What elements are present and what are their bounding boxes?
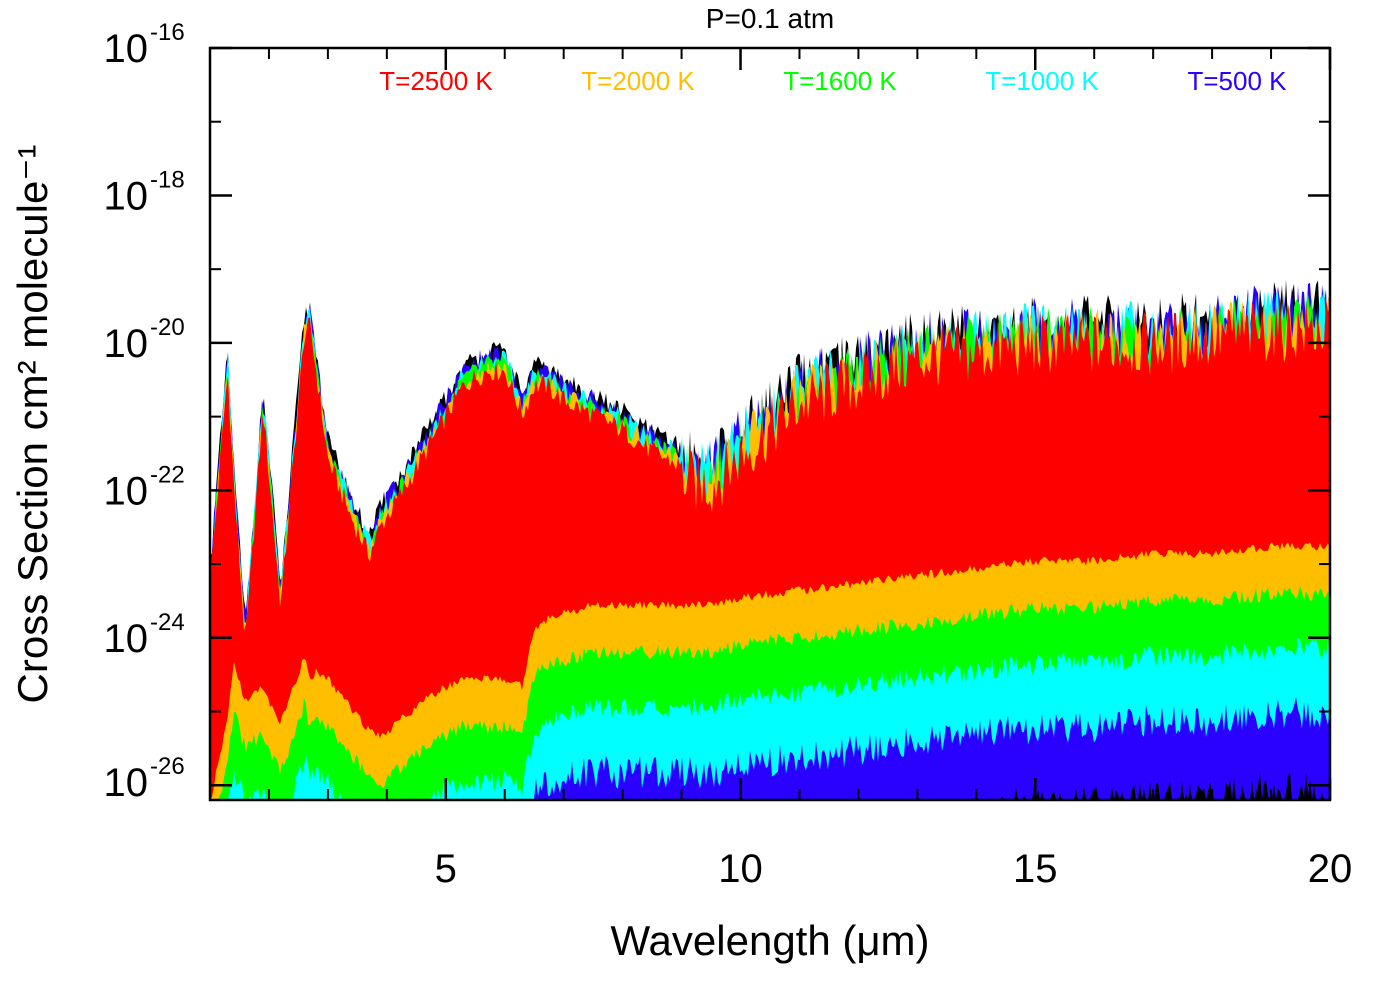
y-tick-label: 10 -22 [104,461,185,513]
y-tick-exponent: -24 [150,609,185,636]
legend-entry: T=1000 K [985,66,1099,96]
legend-entry: T=500 K [1187,66,1287,96]
y-tick-exponent: -18 [150,166,185,193]
x-tick-label: 10 [718,847,763,891]
y-tick-mantissa: 10 [104,761,149,805]
legend: T=2500 K T=2000 K T=1600 K T=1000 K T=500 K [379,66,1287,96]
y-tick-label: 10 -18 [104,166,185,218]
spectra-bands [210,279,1330,800]
x-axis-ticks: 5 10 15 20 [267,48,1353,891]
band-t-2500-k [210,296,1330,800]
y-tick-exponent: -20 [150,314,185,341]
y-tick-exponent: -22 [150,461,185,488]
y-tick-exponent: -16 [150,19,185,46]
y-tick-label: 10 -24 [104,609,185,661]
x-axis-label: Wavelength (μm) [610,917,929,964]
y-axis-label: Cross Section cm² molecule⁻¹ [9,144,56,703]
legend-entry: T=1600 K [783,66,897,96]
y-tick-label: 10 -26 [104,753,185,805]
y-tick-mantissa: 10 [104,174,149,218]
y-tick-label: 10 -20 [104,314,185,366]
legend-entry: T=2000 K [581,66,695,96]
y-tick-mantissa: 10 [104,469,149,513]
plot-frame [208,46,1332,802]
y-tick-exponent: -26 [150,753,185,780]
chart-title: P=0.1 atm [706,3,834,34]
y-tick-mantissa: 10 [104,617,149,661]
x-tick-label: 5 [435,847,457,891]
legend-entry: T=2500 K [379,66,493,96]
x-tick-label: 15 [1013,847,1058,891]
x-tick-label: 20 [1308,847,1353,891]
y-tick-label: 10 -16 [104,19,185,71]
y-tick-mantissa: 10 [104,27,149,71]
y-tick-mantissa: 10 [104,322,149,366]
